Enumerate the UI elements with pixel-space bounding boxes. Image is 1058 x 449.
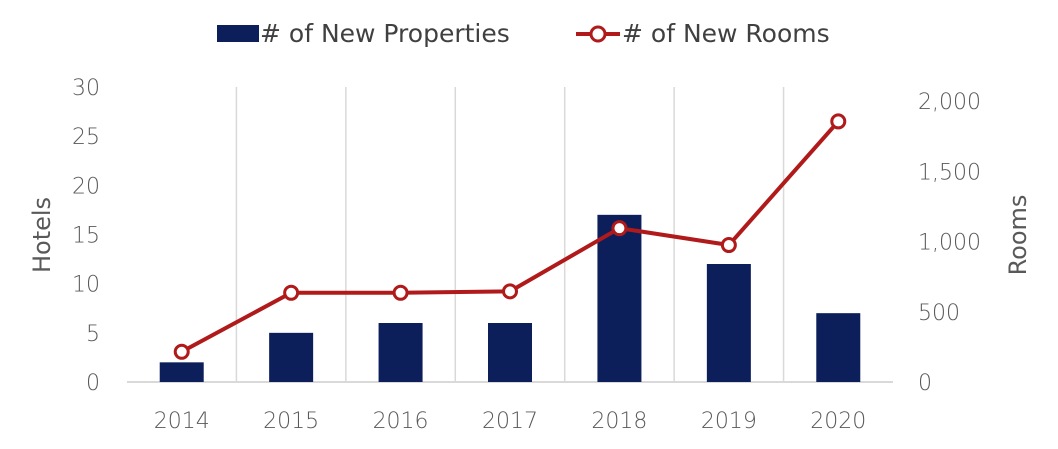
legend-bar-swatch xyxy=(217,25,259,42)
y2-tick-label: 1,000 xyxy=(918,231,981,256)
y-tick-label: 30 xyxy=(72,76,100,101)
y-tick-label: 0 xyxy=(86,371,100,396)
bar-series xyxy=(159,214,861,382)
bar xyxy=(488,323,532,382)
y-tick-label: 15 xyxy=(72,224,100,249)
x-tick-label: 2015 xyxy=(263,409,319,434)
y2-tick-label: 0 xyxy=(918,371,932,396)
x-tick-label: 2014 xyxy=(154,409,210,434)
bar xyxy=(706,264,751,382)
y-tick-label: 20 xyxy=(72,174,100,199)
bar xyxy=(159,362,204,382)
left-axis-ticks: 0 5 10 15 20 25 30 xyxy=(72,76,100,396)
x-tick-label: 2017 xyxy=(482,409,538,434)
y-tick-label: 10 xyxy=(72,273,100,298)
bar xyxy=(816,313,861,382)
y2-tick-label: 1,500 xyxy=(918,160,981,185)
y2-tick-label: 2,000 xyxy=(918,90,981,115)
y-axis-title: Hotels xyxy=(28,197,56,273)
y-tick-label: 5 xyxy=(86,322,100,347)
line-series xyxy=(173,113,847,360)
right-axis-ticks: 0 500 1,000 1,500 2,000 xyxy=(918,90,981,396)
y2-axis-title: Rooms xyxy=(1004,195,1032,276)
legend-line-label: # of New Rooms xyxy=(622,19,830,48)
y-tick-label: 25 xyxy=(72,125,100,150)
line-point xyxy=(502,283,518,300)
line-point xyxy=(611,220,628,237)
legend: # of New Properties # of New Rooms xyxy=(217,19,830,48)
bar xyxy=(378,323,423,382)
x-tick-label: 2016 xyxy=(373,409,429,434)
legend-line-marker xyxy=(589,25,607,43)
x-tick-label: 2019 xyxy=(701,409,757,434)
bar xyxy=(597,214,642,382)
bar xyxy=(269,332,314,382)
line-point xyxy=(830,113,847,130)
line-point xyxy=(173,343,190,360)
y2-tick-label: 500 xyxy=(918,301,960,326)
line-point xyxy=(720,237,737,254)
x-tick-label: 2018 xyxy=(591,409,647,434)
x-axis-ticks: 2014 2015 2016 2017 2018 2019 2020 xyxy=(154,409,867,434)
line-point xyxy=(283,284,300,301)
legend-bar-label: # of New Properties xyxy=(260,19,510,48)
x-tick-label: 2020 xyxy=(810,409,866,434)
line-point xyxy=(392,284,409,301)
